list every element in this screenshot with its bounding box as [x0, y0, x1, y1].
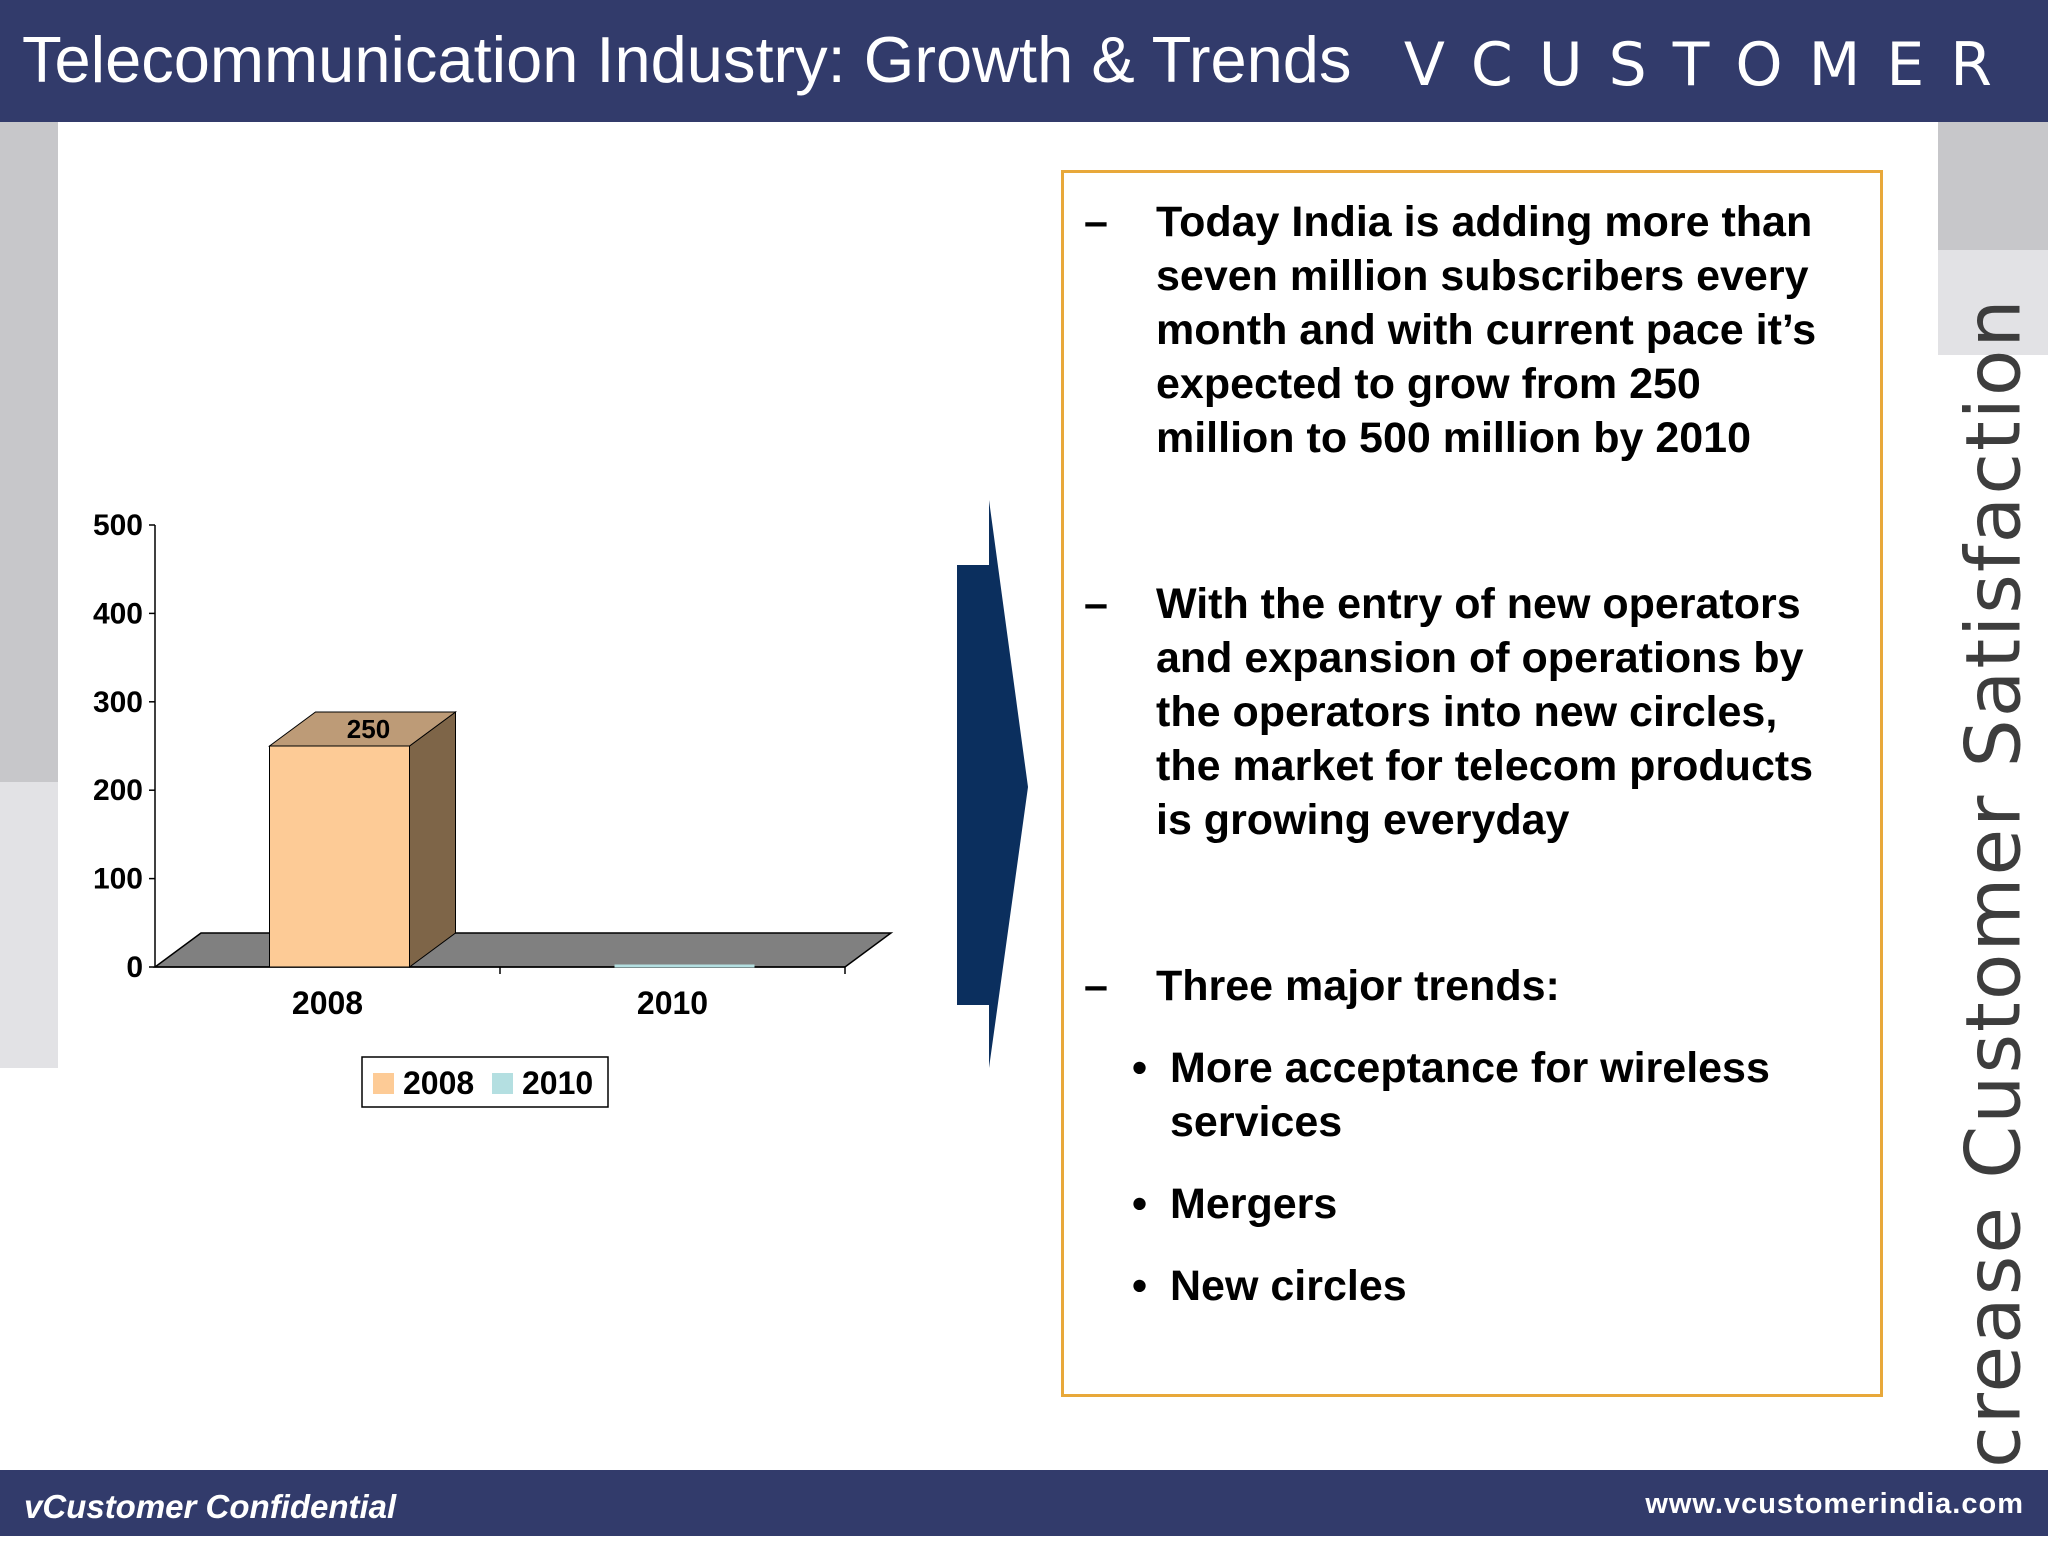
side-tagline: Increase Customer Satisfaction: [1948, 297, 2038, 1543]
left-decor-strip-light: [0, 782, 58, 1068]
sub-bullet-circles: • New circles: [1132, 1259, 1852, 1313]
dot-marker: •: [1132, 1180, 1148, 1228]
data-label-2008: 250: [347, 714, 390, 744]
y-tick-label: 200: [93, 774, 143, 807]
legend-swatch-2010: [492, 1073, 513, 1094]
brand-logo: VCUSTOMER: [1403, 30, 2018, 100]
right-decor-strip: [1938, 122, 2048, 250]
y-tick-label: 300: [93, 686, 143, 719]
chart-floor: [152, 932, 894, 968]
bullet-text: With the entry of new operators and expa…: [1156, 580, 1814, 844]
bar-chart: 0 100 200 300 400 500 250 2008 2010 2008 2010: [93, 509, 894, 1108]
trends-text-box: – Today India is adding more than seven …: [1061, 170, 1883, 1397]
header-bar: Telecommunication Industry: Growth & Tre…: [0, 0, 2048, 122]
bullet-operators: – With the entry of new operators and ex…: [1084, 577, 1844, 847]
legend-swatch-2008: [373, 1073, 394, 1094]
x-tick-label-2008: 2008: [292, 985, 363, 1021]
y-tick-label: 500: [93, 509, 143, 542]
dot-marker: •: [1132, 1262, 1148, 1310]
bullet-text: Today India is adding more than seven mi…: [1156, 198, 1817, 462]
arrow-icon: [957, 500, 1028, 1068]
footer-bar: vCustomer Confidential www.vcustomerindi…: [0, 1470, 2048, 1536]
sub-bullet-text: More acceptance for wireless services: [1170, 1044, 1770, 1146]
y-tick-label: 400: [93, 597, 143, 630]
y-tick-label: 100: [93, 863, 143, 896]
dash-marker: –: [1084, 198, 1108, 246]
dot-marker: •: [1132, 1044, 1148, 1092]
bar-2008: [269, 745, 410, 968]
x-tick-label-2010: 2010: [637, 985, 708, 1021]
left-decor-strip: [0, 122, 58, 782]
sub-bullet-text: New circles: [1170, 1262, 1407, 1310]
right-decor-strip-light: [1938, 250, 2048, 355]
y-tick-label: 0: [126, 951, 143, 984]
sub-bullet-wireless: • More acceptance for wireless services: [1132, 1041, 1852, 1149]
page-title: Telecommunication Industry: Growth & Tre…: [22, 23, 1352, 96]
sub-bullet-text: Mergers: [1170, 1180, 1338, 1228]
dash-marker: –: [1084, 962, 1108, 1010]
dash-marker: –: [1084, 580, 1108, 628]
confidential-label: vCustomer Confidential: [24, 1488, 397, 1525]
sub-bullet-mergers: • Mergers: [1132, 1177, 1852, 1231]
bullet-text: Three major trends:: [1156, 962, 1560, 1010]
website-label: www.vcustomerindia.com: [1645, 1488, 2024, 1520]
legend-label-2010: 2010: [522, 1065, 593, 1101]
bar-side-2008: [409, 711, 456, 968]
legend-label-2008: 2008: [403, 1065, 474, 1101]
bullet-subscribers: – Today India is adding more than seven …: [1084, 195, 1844, 465]
chart-legend: [361, 1056, 609, 1108]
bullet-trends: – Three major trends:: [1084, 959, 1844, 1013]
